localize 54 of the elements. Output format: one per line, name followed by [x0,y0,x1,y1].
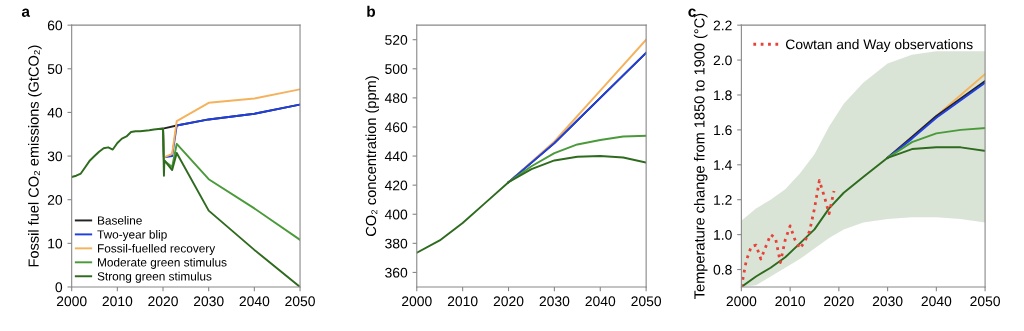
y-axis-title: Fossil fuel CO₂ emissions (GtCO₂) [28,45,42,267]
legend-label: Moderate green stimulus [98,257,227,269]
x-tick-label: 2000 [56,296,87,307]
y-axis-title: CO₂ concentration (ppm) [365,76,380,236]
x-tick-label: 2010 [447,296,478,307]
x-tick-label: 2000 [402,296,432,307]
y-tick-label: 2.0 [713,55,732,66]
x-tick-label: 2030 [872,296,903,307]
legend-label: Baseline [98,216,142,225]
y-tick-label: 440 [384,151,408,162]
y-tick-label: 50 [47,64,63,74]
chart-title: c [688,8,696,17]
legend-label: Fossil-fuelled recovery [98,243,216,255]
x-tick-label: 2030 [539,296,570,307]
y-tick-label: 360 [385,267,408,278]
x-tick-label: 2050 [970,296,1000,307]
x-tick-label: 2010 [102,296,133,307]
y-tick-label: 400 [384,209,408,220]
y-tick-label: 500 [385,64,408,74]
y-tick-label: 420 [384,180,408,191]
x-tick-label: 2020 [824,296,854,307]
x-tick-label: 2040 [585,296,616,307]
y-tick-label: 1.6 [714,125,732,136]
y-tick-label: 1.2 [714,195,732,205]
y-tick-label: 460 [384,122,408,133]
chart-title: b [367,5,376,17]
x-tick-label: 2050 [285,296,315,307]
y-tick-label: 1.8 [714,90,732,101]
y-tick-label: 1.4 [714,160,732,170]
y-tick-label: 520 [385,35,408,45]
x-tick-label: 2050 [631,296,662,307]
y-tick-label: 2.2 [713,20,732,31]
y-tick-label: 10 [48,238,63,249]
legend-label: Cowtan and Way observations [785,39,973,52]
x-tick-label: 2020 [493,296,524,307]
x-tick-label: 2010 [775,296,806,307]
y-tick-label: 30 [47,151,63,162]
x-tick-label: 2040 [239,296,270,307]
y-tick-label: 60 [47,20,63,31]
y-tick-label: 1.0 [714,229,732,240]
legend-label: Two-year blip [97,229,167,241]
y-tick-label: 40 [47,107,63,118]
x-tick-label: 2020 [148,296,178,307]
y-tick-label: 480 [384,93,408,104]
y-axis-title: Temperature change from 1850 to 1900 (°C) [693,13,708,299]
legend-label: Strong green stimulus [97,271,212,283]
x-tick-label: 2030 [193,296,224,307]
x-tick-label: 2040 [921,296,952,307]
y-tick-label: 380 [385,238,408,249]
y-tick-label: 20 [47,195,63,205]
x-tick-label: 2000 [726,296,757,307]
chart-title: a [21,8,31,17]
y-tick-label: 0.8 [713,264,732,275]
y-tick-label: 0 [55,282,63,293]
